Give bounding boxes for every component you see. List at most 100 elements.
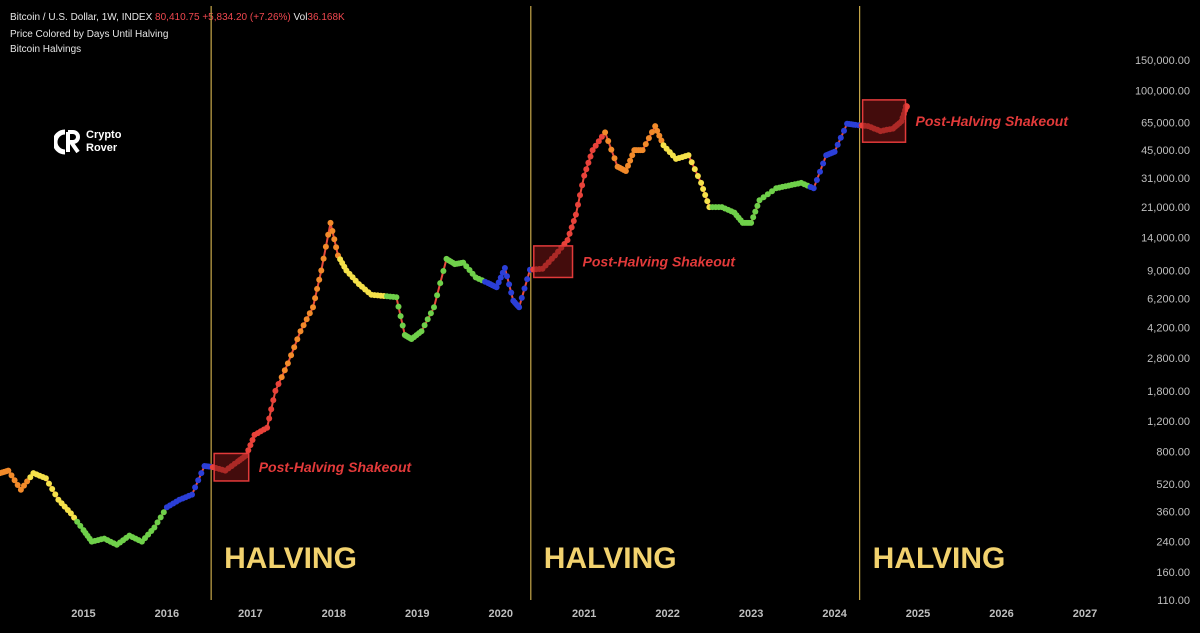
price-dot [440, 268, 447, 274]
x-tick-label: 2025 [906, 608, 930, 620]
price-dot [320, 255, 327, 262]
price-dot [247, 442, 254, 449]
shakeout-box [861, 99, 907, 143]
x-tick-label: 2015 [71, 608, 95, 620]
price-dot [151, 524, 158, 531]
indicator-bitcoin-halvings[interactable]: Bitcoin Halvings [10, 44, 82, 55]
chart-header-symbol-line: Bitcoin / U.S. Dollar, 1W, INDEX 80,410.… [10, 11, 345, 24]
price-dot [508, 289, 515, 296]
price-dot [397, 313, 404, 320]
price-dot [393, 294, 400, 301]
price-dot [810, 185, 817, 192]
price-dot [575, 201, 581, 208]
price-dot [495, 279, 502, 286]
price-dot [769, 188, 775, 195]
price-dot [518, 294, 525, 301]
price-dot [506, 281, 513, 288]
price-dot [327, 219, 334, 226]
price-dot [427, 310, 434, 317]
y-tick-label: 1,800.00 [1147, 386, 1190, 398]
price-dot [652, 123, 659, 130]
crypto-rover-logo: Crypto Rover [54, 129, 121, 155]
price-dot [11, 477, 18, 484]
price-dot [504, 273, 510, 280]
price-dot [589, 147, 596, 154]
price-change: +5,834.20 (+7.26%) [202, 12, 291, 23]
price-dot [278, 374, 285, 381]
price-dot [154, 519, 161, 526]
price-dot [249, 437, 256, 443]
price-dot [431, 304, 437, 311]
volume-value: 36.168K [307, 12, 345, 23]
price-dot [189, 491, 195, 498]
price-dot [5, 467, 12, 474]
x-tick-label: 2027 [1073, 608, 1097, 620]
y-tick-label: 110.00 [1157, 595, 1190, 607]
price-dot [268, 406, 275, 413]
price-dot [817, 168, 823, 175]
price-dot [52, 491, 59, 498]
price-dot [820, 160, 827, 167]
y-tick-label: 520.00 [1156, 479, 1190, 491]
price-dot [318, 267, 325, 274]
price-dot [566, 230, 573, 237]
y-tick-label: 4,200.00 [1147, 323, 1190, 335]
price-dot [281, 367, 288, 374]
price-dot [585, 159, 592, 166]
price-dot [74, 518, 81, 525]
price-dot [157, 514, 164, 521]
price-dot [688, 159, 695, 166]
price-dot [314, 285, 321, 292]
price-dot [581, 172, 588, 179]
crypto-rover-logo-icon [54, 129, 80, 155]
price-dot [605, 138, 612, 144]
price-dot [629, 152, 636, 159]
y-tick-label: 100,000.00 [1135, 85, 1190, 97]
price-dot [622, 168, 629, 174]
price-dot [264, 424, 271, 431]
price-dot [611, 155, 618, 162]
y-tick-label: 240.00 [1156, 537, 1190, 549]
x-tick-label: 2022 [655, 608, 679, 620]
halving-label: HALVING [224, 542, 357, 575]
price-dot [424, 316, 431, 323]
price-dot [14, 482, 21, 488]
price-dot [46, 480, 52, 487]
x-tick-label: 2017 [238, 608, 262, 620]
x-tick-label: 2024 [822, 608, 847, 620]
price-dot [702, 192, 709, 198]
price-dot [42, 475, 49, 482]
price-dot [694, 173, 701, 179]
price-dot [291, 344, 298, 351]
price-dot [691, 166, 698, 173]
y-tick-label: 360.00 [1156, 506, 1190, 518]
y-tick-label: 800.00 [1156, 447, 1190, 459]
price-dot [272, 387, 279, 394]
last-price: 80,410.75 [155, 12, 200, 23]
price-dot [834, 141, 841, 148]
price-dot [395, 303, 402, 310]
price-dot [750, 214, 757, 221]
price-dot [316, 276, 323, 283]
price-dot [698, 179, 705, 186]
price-dot [639, 147, 646, 154]
price-dot [284, 360, 291, 367]
volume-label: Vol [293, 12, 308, 23]
price-dot [493, 284, 500, 291]
price-dot [524, 276, 531, 283]
price-dot [754, 202, 761, 209]
price-dot [306, 310, 313, 317]
price-dot [275, 381, 282, 387]
logo-text-line1: Crypto [86, 129, 122, 141]
x-tick-label: 2023 [739, 608, 763, 620]
price-dot [602, 129, 609, 136]
price-dot [592, 142, 599, 149]
price-dot [160, 509, 167, 516]
price-dot [704, 198, 711, 205]
price-dot [831, 148, 838, 155]
price-dot [195, 477, 202, 484]
shakeout-box [533, 245, 574, 279]
indicator-price-colored[interactable]: Price Colored by Days Until Halving [10, 29, 169, 40]
halving-label: HALVING [544, 542, 677, 575]
